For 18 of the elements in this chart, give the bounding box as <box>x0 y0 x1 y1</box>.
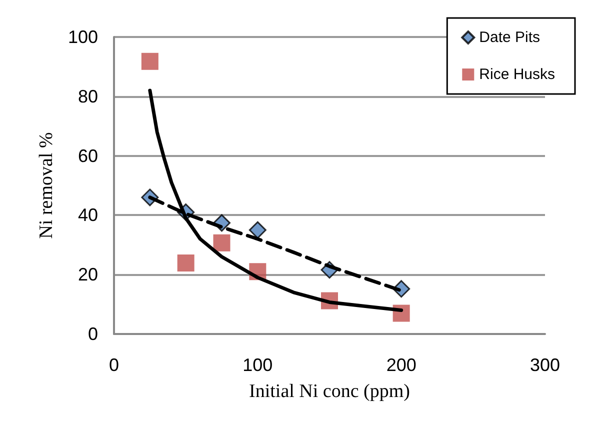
point <box>177 254 194 272</box>
x-axis-title: Initial Ni conc (ppm) <box>249 381 410 402</box>
point <box>141 52 158 70</box>
y-tick-label: 20 <box>78 264 98 285</box>
y-tick-label: 40 <box>78 205 98 226</box>
y-tick-label: 80 <box>78 86 98 106</box>
y-axis-title: Ni removal % <box>36 132 57 239</box>
point <box>248 221 266 239</box>
x-tick-label: 300 <box>530 355 560 375</box>
y-tick-label: 100 <box>68 27 98 47</box>
x-tick-label: 100 <box>242 355 273 375</box>
x-tick-label: 200 <box>386 355 416 375</box>
y-tick-label: 0 <box>88 324 98 344</box>
legend-label: Date Pits <box>479 29 540 46</box>
y-tick-label: 60 <box>78 146 98 166</box>
x-tick-label: 0 <box>108 355 120 375</box>
point <box>213 234 230 252</box>
legend-label: Rice Husks <box>479 66 556 83</box>
